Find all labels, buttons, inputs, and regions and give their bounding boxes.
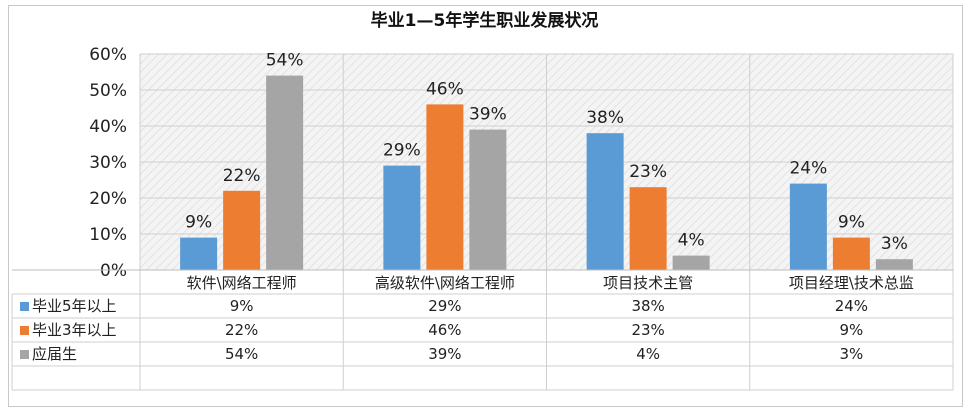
table-cell: 22% <box>225 321 258 339</box>
bar <box>180 237 218 270</box>
table-cell: 4% <box>636 345 660 363</box>
data-label: 3% <box>881 234 908 254</box>
bar <box>383 165 421 270</box>
data-label: 29% <box>383 141 421 161</box>
category-label: 项目技术主管 <box>603 274 693 292</box>
bar <box>586 133 624 270</box>
data-label: 9% <box>185 213 212 233</box>
data-label: 24% <box>789 159 827 179</box>
legend-label: 毕业3年以上 <box>32 321 117 339</box>
legend-label: 应届生 <box>32 345 77 363</box>
table-cell: 54% <box>225 345 258 363</box>
legend-swatch <box>20 326 29 335</box>
data-label: 39% <box>469 105 507 125</box>
data-label: 9% <box>838 213 865 233</box>
data-label: 23% <box>629 162 667 182</box>
data-label: 22% <box>223 166 261 186</box>
data-label: 38% <box>586 108 624 128</box>
y-tick-label: 60% <box>89 45 127 65</box>
category-label: 软件\网络工程师 <box>187 274 297 292</box>
bar <box>223 190 261 270</box>
legend-swatch <box>20 302 29 311</box>
table-cell: 38% <box>631 297 664 315</box>
table-cell: 24% <box>835 297 868 315</box>
table-cell: 46% <box>428 321 461 339</box>
legend-label: 毕业5年以上 <box>32 297 117 315</box>
y-tick-label: 50% <box>89 81 127 101</box>
table-cell: 39% <box>428 345 461 363</box>
category-label: 高级软件\网络工程师 <box>375 274 515 292</box>
table-cell: 9% <box>839 321 863 339</box>
bar <box>875 259 913 270</box>
y-tick-label: 40% <box>89 117 127 137</box>
bar <box>672 255 710 270</box>
data-label: 4% <box>678 231 705 251</box>
legend-swatch <box>20 350 29 359</box>
chart-title: 毕业1—5年学生职业发展状况 <box>370 11 599 31</box>
bar <box>426 104 464 271</box>
y-tick-label: 30% <box>89 153 127 173</box>
data-label: 54% <box>266 51 304 71</box>
table-cell: 29% <box>428 297 461 315</box>
bar <box>832 237 870 270</box>
bar <box>629 187 667 270</box>
table-cell: 3% <box>839 345 863 363</box>
table-cell: 23% <box>631 321 664 339</box>
data-label: 46% <box>426 79 464 99</box>
bar <box>266 75 304 270</box>
bar <box>789 183 827 270</box>
bar <box>469 129 507 270</box>
category-label: 项目经理\技术总监 <box>789 274 914 292</box>
y-tick-label: 0% <box>100 261 127 281</box>
y-tick-label: 20% <box>89 189 127 209</box>
table-cell: 9% <box>230 297 254 315</box>
y-tick-label: 10% <box>89 225 127 245</box>
